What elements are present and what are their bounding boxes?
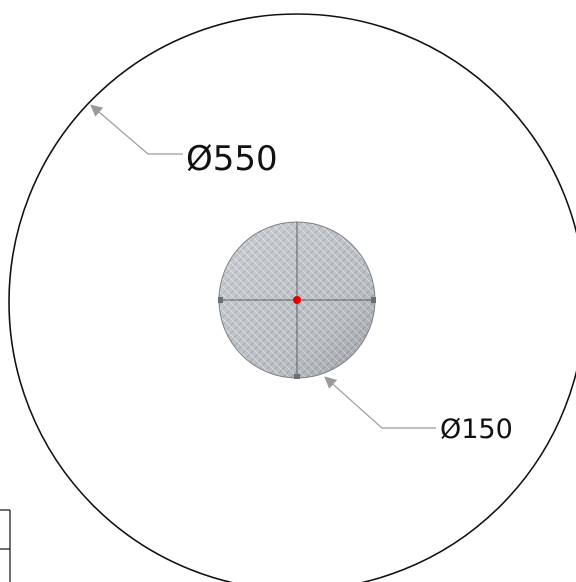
- outer-diameter-label: Ø550: [186, 139, 278, 179]
- title-block-fragment: [0, 509, 11, 582]
- outer-leader-line: [90, 104, 183, 155]
- inner-leader-line: [324, 376, 436, 429]
- outer-circle: [8, 13, 576, 582]
- inner-diameter-label: Ø150: [440, 414, 513, 445]
- center-point: [293, 296, 301, 304]
